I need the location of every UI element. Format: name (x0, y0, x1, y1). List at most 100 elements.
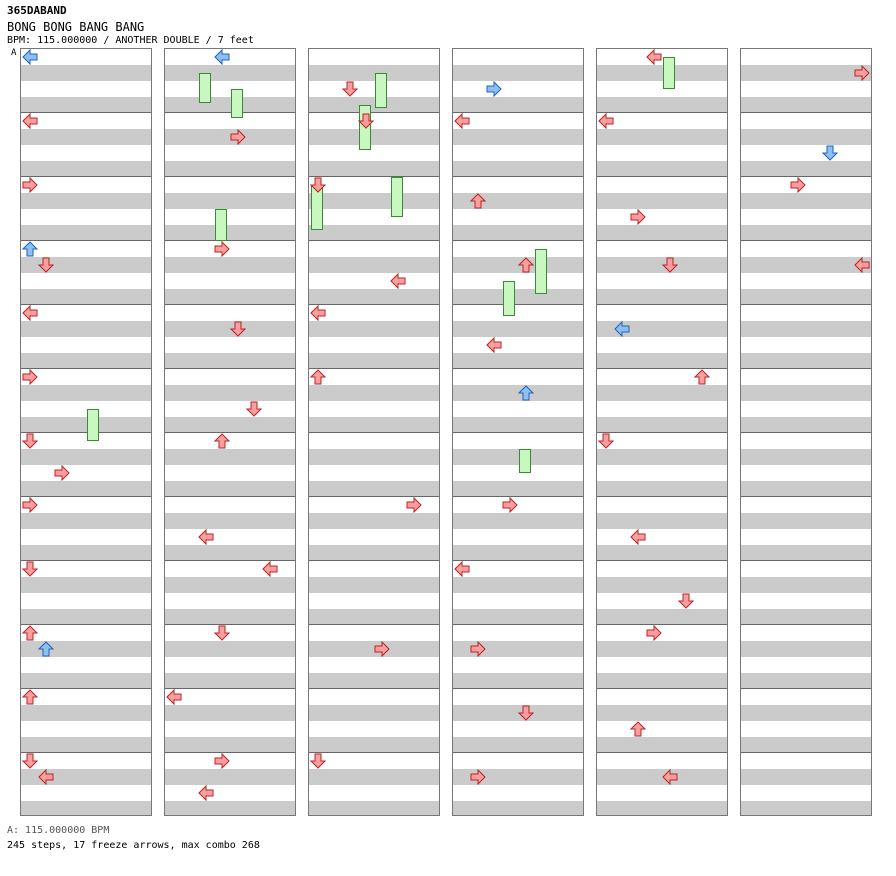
measure-line (453, 496, 583, 497)
bpm-marker: A (11, 48, 17, 58)
step-arrow-icon (662, 768, 678, 786)
measure-line (453, 432, 583, 433)
measure-line (21, 560, 151, 561)
measure-line (597, 560, 727, 561)
step-arrow-icon (374, 640, 390, 658)
measure-line (165, 240, 295, 241)
step-arrow-icon (646, 624, 662, 642)
step-arrow-icon (517, 257, 535, 273)
step-arrow-icon (214, 49, 230, 66)
measure-line (165, 112, 295, 113)
step-arrow-icon (597, 433, 615, 449)
step-arrow-icon (21, 433, 39, 449)
step-arrow-icon (214, 752, 230, 770)
freeze-arrow (535, 249, 547, 294)
step-arrow-icon (166, 688, 182, 706)
step-arrow-icon (790, 176, 806, 194)
step-arrow-icon (821, 145, 839, 161)
step-arrow-icon (22, 49, 38, 66)
measure-line (21, 688, 151, 689)
measure-line (453, 624, 583, 625)
measure-line (21, 112, 151, 113)
step-arrow-icon (22, 112, 38, 130)
freeze-arrow (375, 73, 387, 109)
measure-line (453, 176, 583, 177)
step-arrow-icon (598, 112, 614, 130)
measure-line (453, 688, 583, 689)
chart-stats: 245 steps, 17 freeze arrows, max combo 2… (7, 840, 260, 851)
step-arrow-icon (661, 257, 679, 273)
chart-column-5 (596, 48, 728, 816)
measure-line (21, 432, 151, 433)
step-arrow-icon (38, 768, 54, 786)
freeze-arrow (87, 409, 99, 441)
step-arrow-icon (469, 193, 487, 209)
measure-line (309, 752, 439, 753)
chart-column-6 (740, 48, 872, 816)
freeze-arrow (391, 177, 403, 217)
step-arrow-icon (693, 369, 711, 385)
measure-line (165, 304, 295, 305)
chart-column-4 (452, 48, 584, 816)
measure-line (741, 240, 871, 241)
step-arrow-icon (486, 336, 502, 354)
measure-line (741, 368, 871, 369)
measure-line (741, 688, 871, 689)
step-arrow-icon (21, 561, 39, 577)
step-arrow-icon (502, 496, 518, 514)
freeze-arrow (215, 209, 227, 241)
measure-line (21, 496, 151, 497)
step-arrow-icon (309, 753, 327, 769)
measure-line (165, 176, 295, 177)
measure-line (453, 368, 583, 369)
step-arrow-icon (454, 560, 470, 578)
measure-line (309, 560, 439, 561)
step-arrow-icon (677, 593, 695, 609)
step-arrow-icon (37, 641, 55, 657)
measure-line (21, 240, 151, 241)
song-title: BONG BONG BANG BANG (7, 20, 145, 34)
step-arrow-icon (21, 689, 39, 705)
measure-line (21, 304, 151, 305)
measure-line (309, 624, 439, 625)
step-arrow-icon (262, 560, 278, 578)
measure-line (741, 496, 871, 497)
measure-line (309, 304, 439, 305)
step-arrow-icon (22, 304, 38, 322)
measure-line (597, 368, 727, 369)
step-arrow-icon (390, 272, 406, 290)
step-arrow-icon (341, 81, 359, 97)
step-arrow-icon (245, 401, 263, 417)
step-arrow-icon (646, 49, 662, 66)
chart-info: BPM: 115.000000 / ANOTHER DOUBLE / 7 fee… (7, 35, 254, 46)
step-arrow-icon (213, 625, 231, 641)
measure-line (21, 368, 151, 369)
step-arrow-icon (454, 112, 470, 130)
measure-line (597, 176, 727, 177)
step-arrow-icon (517, 385, 535, 401)
measure-line (21, 176, 151, 177)
measure-line (309, 176, 439, 177)
step-arrow-icon (630, 208, 646, 226)
measure-line (741, 752, 871, 753)
step-arrow-icon (37, 257, 55, 273)
step-arrow-icon (309, 177, 327, 193)
measure-line (309, 432, 439, 433)
measure-line (741, 176, 871, 177)
step-arrow-icon (517, 705, 535, 721)
measure-line (597, 688, 727, 689)
step-arrow-icon (22, 176, 38, 194)
measure-line (597, 304, 727, 305)
step-arrow-icon (309, 369, 327, 385)
step-arrow-icon (198, 784, 214, 802)
measure-line (165, 560, 295, 561)
measure-line (165, 752, 295, 753)
measure-line (165, 624, 295, 625)
measure-line (741, 432, 871, 433)
measure-line (453, 112, 583, 113)
step-arrow-icon (614, 320, 630, 338)
measure-line (165, 496, 295, 497)
measure-line (597, 240, 727, 241)
measure-line (741, 304, 871, 305)
step-arrow-icon (213, 433, 231, 449)
